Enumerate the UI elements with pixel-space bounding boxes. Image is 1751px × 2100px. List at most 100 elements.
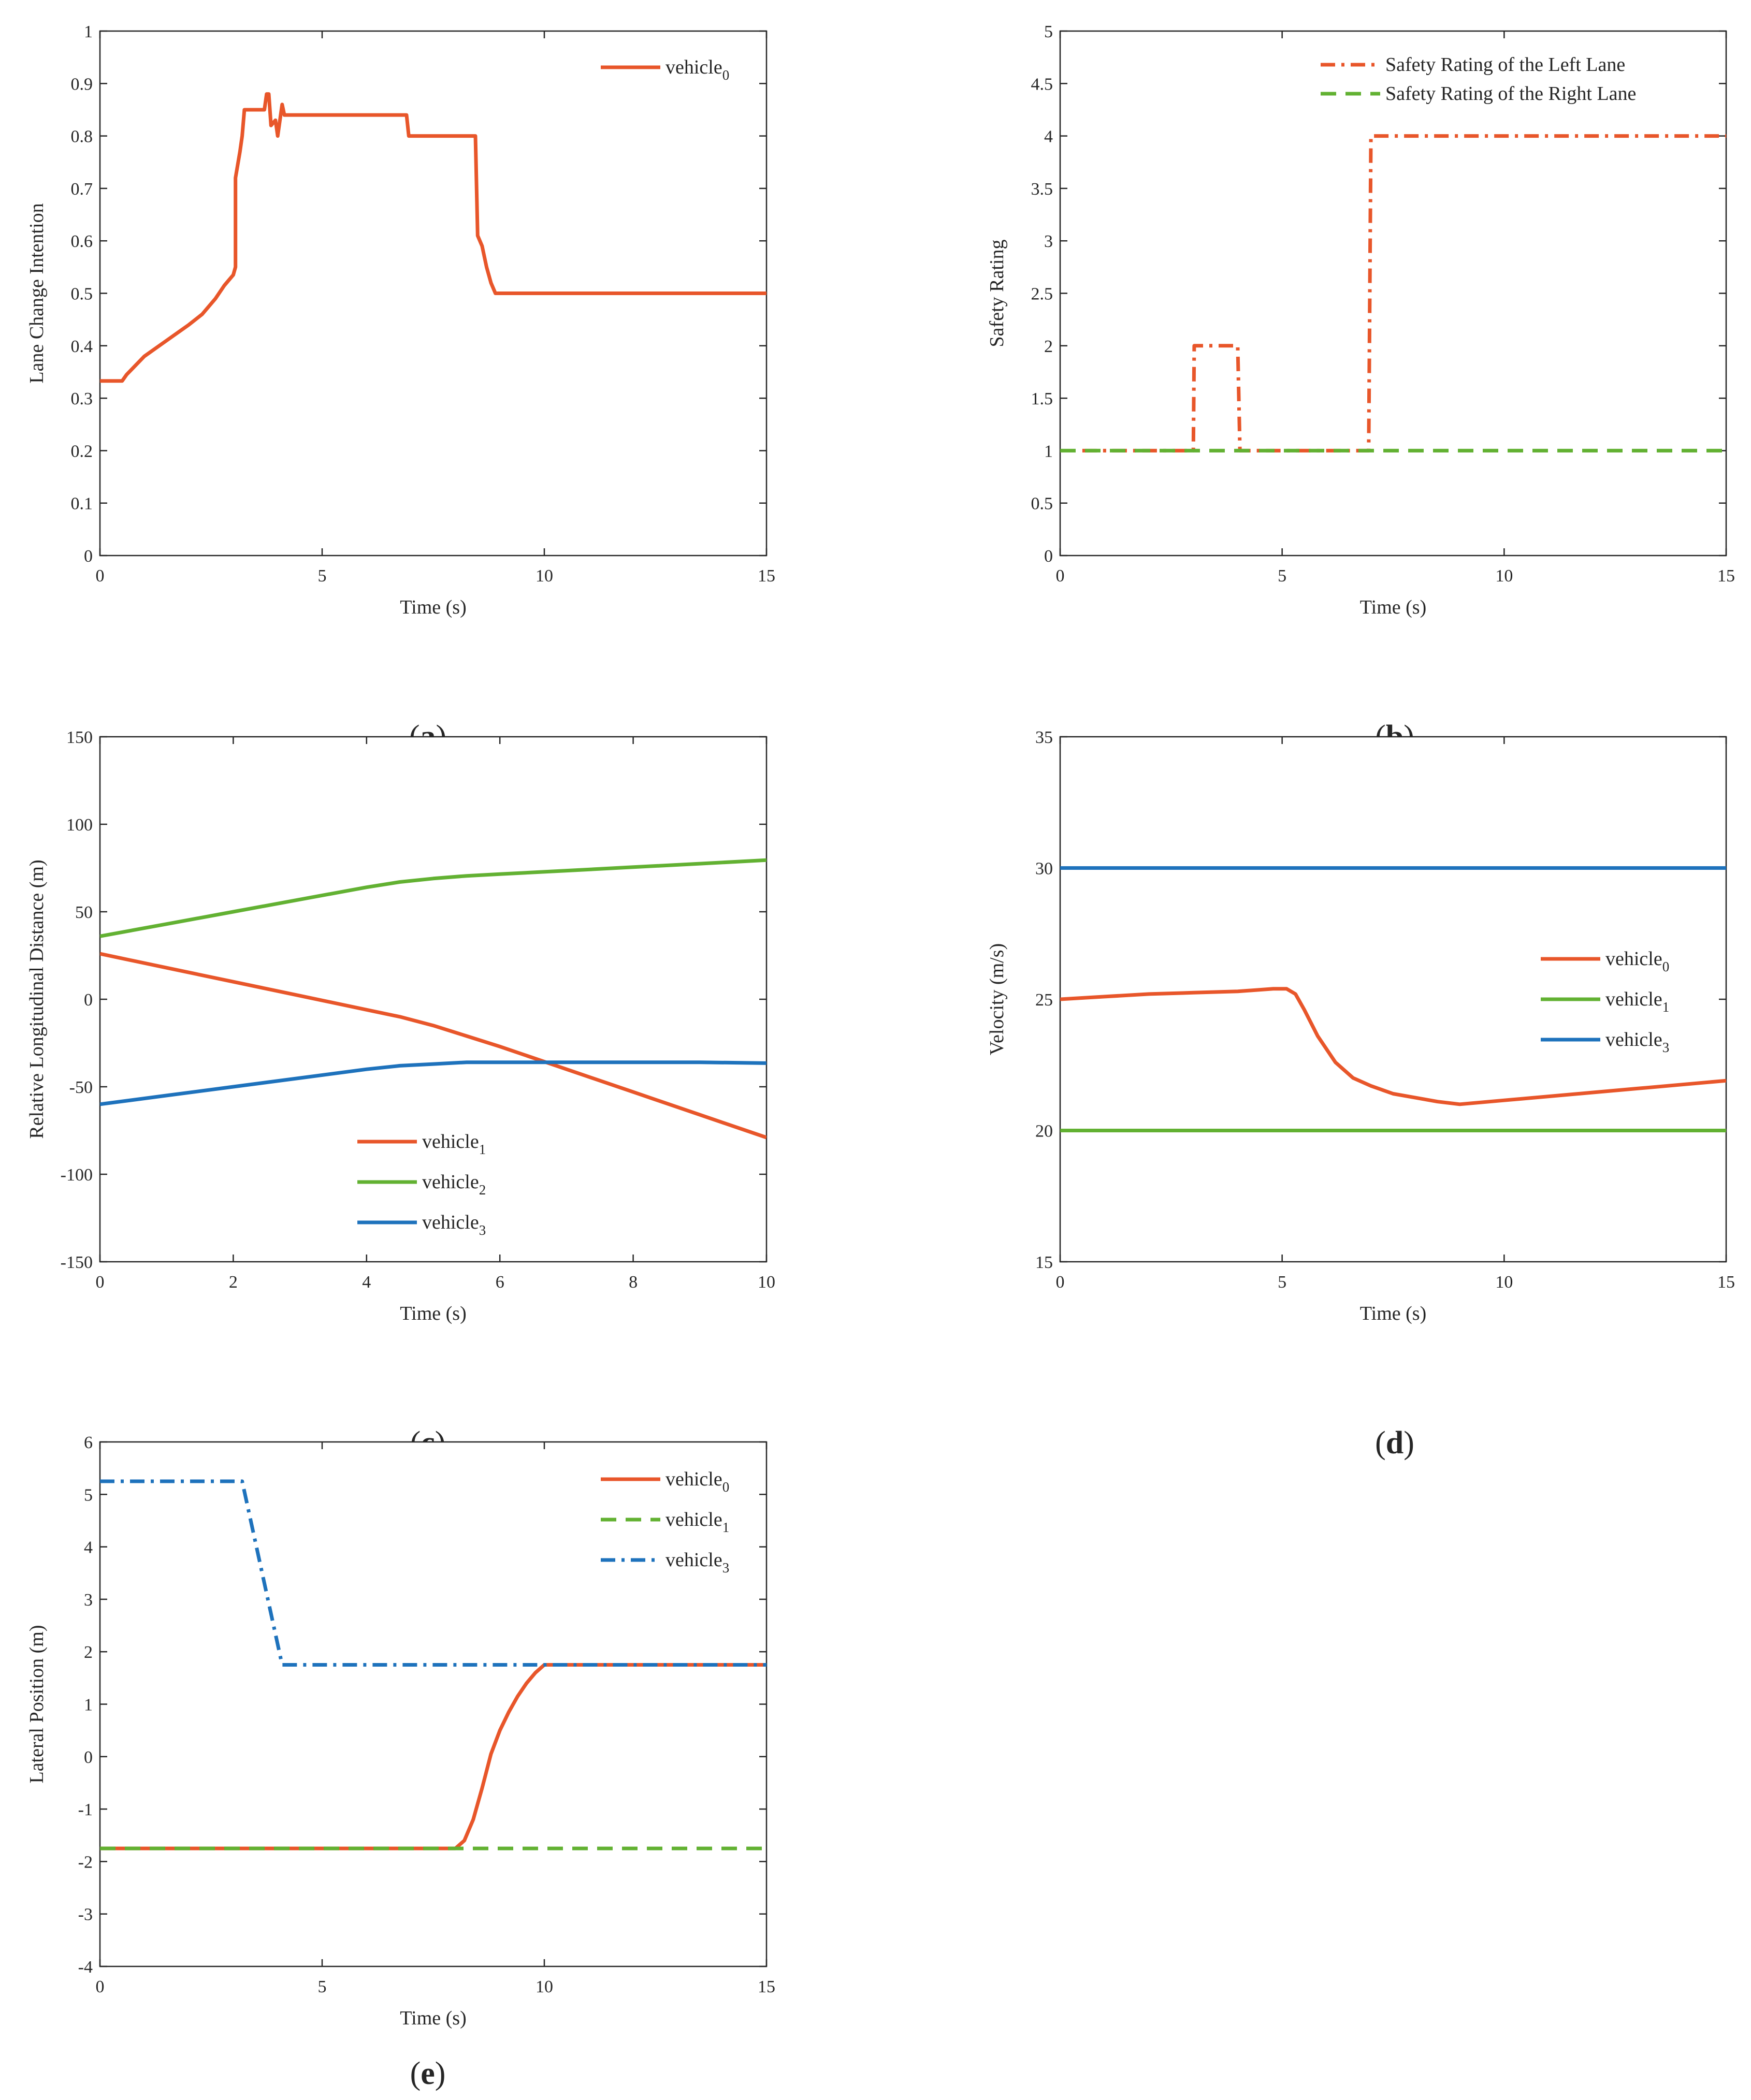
legend-label: Safety Rating of the Right Lane [1385, 83, 1636, 105]
panel-e: 0 5 10 15 -4 -3 -2 -1 0 1 2 3 4 5 6 Time (s) Lateral Pos… [26, 1433, 775, 2091]
y-tick-label: 0.2 [71, 442, 93, 461]
panel-c: 0 2 4 6 8 10 -150 -100 -50 0 50 100 150 Time (s) Relat… [26, 728, 775, 1461]
panel-label-d: (d) [1375, 1425, 1414, 1461]
y-tick-label: -4 [78, 1958, 93, 1977]
y-tick-label: 0 [84, 1748, 93, 1767]
x-axis-title: Time (s) [400, 1303, 466, 1324]
y-tick-label: 0.3 [71, 389, 93, 409]
series-line-vehicle-2 [100, 858, 766, 938]
y-tick-label: 0.4 [71, 337, 93, 356]
y-tick-label: 0 [84, 990, 93, 1010]
y-tick-label: 0.7 [71, 180, 93, 199]
x-tick-label: 10 [536, 1977, 553, 1996]
legend-label: vehicle0 [665, 1468, 729, 1495]
y-tick-label: 6 [84, 1433, 93, 1452]
x-tick-label: 15 [758, 1977, 775, 1996]
y-tick-label: -1 [78, 1800, 93, 1819]
legend: Safety Rating of the Left Lane Safety Rat… [1321, 54, 1636, 105]
y-tick-label: 50 [75, 903, 93, 922]
y-tick-label: 1 [84, 22, 93, 41]
series-line-vehicle-0 [1060, 987, 1726, 1106]
y-tick-label: 5 [1044, 22, 1053, 41]
y-axis-title: Safety Rating [986, 240, 1008, 347]
x-tick-label: 5 [1278, 566, 1286, 586]
legend-label: vehicle1 [665, 1509, 729, 1535]
y-tick-label: 4.5 [1031, 75, 1053, 94]
x-tick-label: 5 [1278, 1273, 1286, 1292]
legend-label: vehicle3 [665, 1549, 729, 1576]
y-tick-label: 1 [84, 1696, 93, 1715]
y-tick-label: 4 [1044, 127, 1053, 147]
series-line-vehicle-0 [100, 1663, 766, 1850]
panel-b: 0 5 10 15 0 0.5 1 1.5 2 2.5 3 3.5 4 4.5 5 Time (s) Safet… [986, 22, 1735, 754]
y-tick-label: 30 [1035, 859, 1053, 879]
plot-frame [99, 736, 768, 1263]
y-tick-label: -2 [78, 1853, 93, 1872]
x-tick-label: 0 [96, 566, 105, 586]
legend-label: vehicle3 [422, 1212, 486, 1238]
series-line-safety-rating-of-the-left-lane [1082, 134, 1726, 453]
legend-label: vehicle2 [422, 1171, 486, 1198]
x-tick-label: 5 [318, 566, 327, 586]
y-tick-label: 0.5 [71, 285, 93, 304]
x-tick-label: 10 [1495, 1273, 1513, 1292]
panel-a: 0 5 10 1500.10.20.30.40.50.60.70.80.91Time … [26, 22, 775, 754]
plot-frame [1059, 736, 1727, 1263]
legend: vehicle0 vehicle1 vehicle3 [601, 1468, 729, 1576]
plot-frame [99, 1441, 768, 1967]
legend-label: Safety Rating of the Left Lane [1385, 54, 1625, 76]
y-tick-label: 0 [84, 547, 93, 566]
x-axis-title: Time (s) [400, 596, 466, 618]
x-tick-label: 15 [1717, 1273, 1735, 1292]
y-tick-label: 2 [1044, 337, 1053, 356]
y-tick-label: 35 [1035, 728, 1053, 747]
x-tick-label: 4 [362, 1273, 371, 1292]
legend-label: vehicle0 [1605, 948, 1669, 974]
x-tick-label: 10 [758, 1273, 775, 1292]
legend-label: vehicle1 [422, 1131, 486, 1157]
x-tick-label: 0 [1056, 1273, 1065, 1292]
y-axis-title: Relative Longitudinal Distance (m) [26, 859, 48, 1139]
y-tick-label: 0 [1044, 547, 1053, 566]
series-line-vehicle-3 [100, 1479, 766, 1667]
legend: vehicle1 vehicle2 vehicle3 [357, 1131, 486, 1238]
y-tick-label: 3 [84, 1591, 93, 1610]
y-axis-title: Lateral Position (m) [26, 1625, 48, 1783]
y-tick-label: 100 [66, 815, 93, 835]
y-tick-label: 1 [1044, 442, 1053, 461]
y-tick-label: 15 [1035, 1253, 1053, 1272]
y-axis-title: Lane Change Intention [26, 203, 48, 383]
y-tick-label: -50 [69, 1078, 93, 1097]
y-tick-label: -3 [78, 1905, 93, 1924]
y-tick-label: -100 [61, 1165, 93, 1185]
y-tick-label: 0.5 [1031, 494, 1053, 514]
x-tick-label: 6 [496, 1273, 504, 1292]
legend-label: vehicle0 [665, 56, 729, 83]
series-line-vehicle-3 [100, 1060, 766, 1106]
y-tick-label: 5 [84, 1485, 93, 1505]
y-tick-label: 0.9 [71, 75, 93, 94]
y-tick-label: 1.5 [1031, 389, 1053, 409]
x-tick-label: 0 [96, 1273, 105, 1292]
y-tick-label: 0.1 [71, 494, 93, 514]
y-tick-label: 2.5 [1031, 285, 1053, 304]
x-tick-label: 8 [629, 1273, 638, 1292]
x-tick-label: 15 [1717, 566, 1735, 586]
x-tick-label: 2 [229, 1273, 238, 1292]
x-tick-label: 0 [96, 1977, 105, 1996]
y-tick-label: 25 [1035, 990, 1053, 1010]
panel-label-e: (e) [410, 2056, 446, 2091]
x-tick-label: 10 [1495, 566, 1513, 586]
x-axis-title: Time (s) [1360, 596, 1426, 618]
y-tick-label: 3.5 [1031, 180, 1053, 199]
x-tick-label: 5 [318, 1977, 327, 1996]
panel-d: 0 5 10 15 15 20 25 30 35 Time (s) Velocity (m/s) ve… [986, 728, 1735, 1461]
legend: vehicle0 [601, 56, 729, 83]
x-axis-title: Time (s) [400, 2007, 466, 2029]
y-tick-label: 0.6 [71, 232, 93, 251]
legend: vehicle0 vehicle1 vehicle3 [1541, 948, 1669, 1055]
x-axis-title: Time (s) [1360, 1303, 1426, 1324]
x-tick-label: 0 [1056, 566, 1065, 586]
plot-frame [1059, 30, 1727, 557]
